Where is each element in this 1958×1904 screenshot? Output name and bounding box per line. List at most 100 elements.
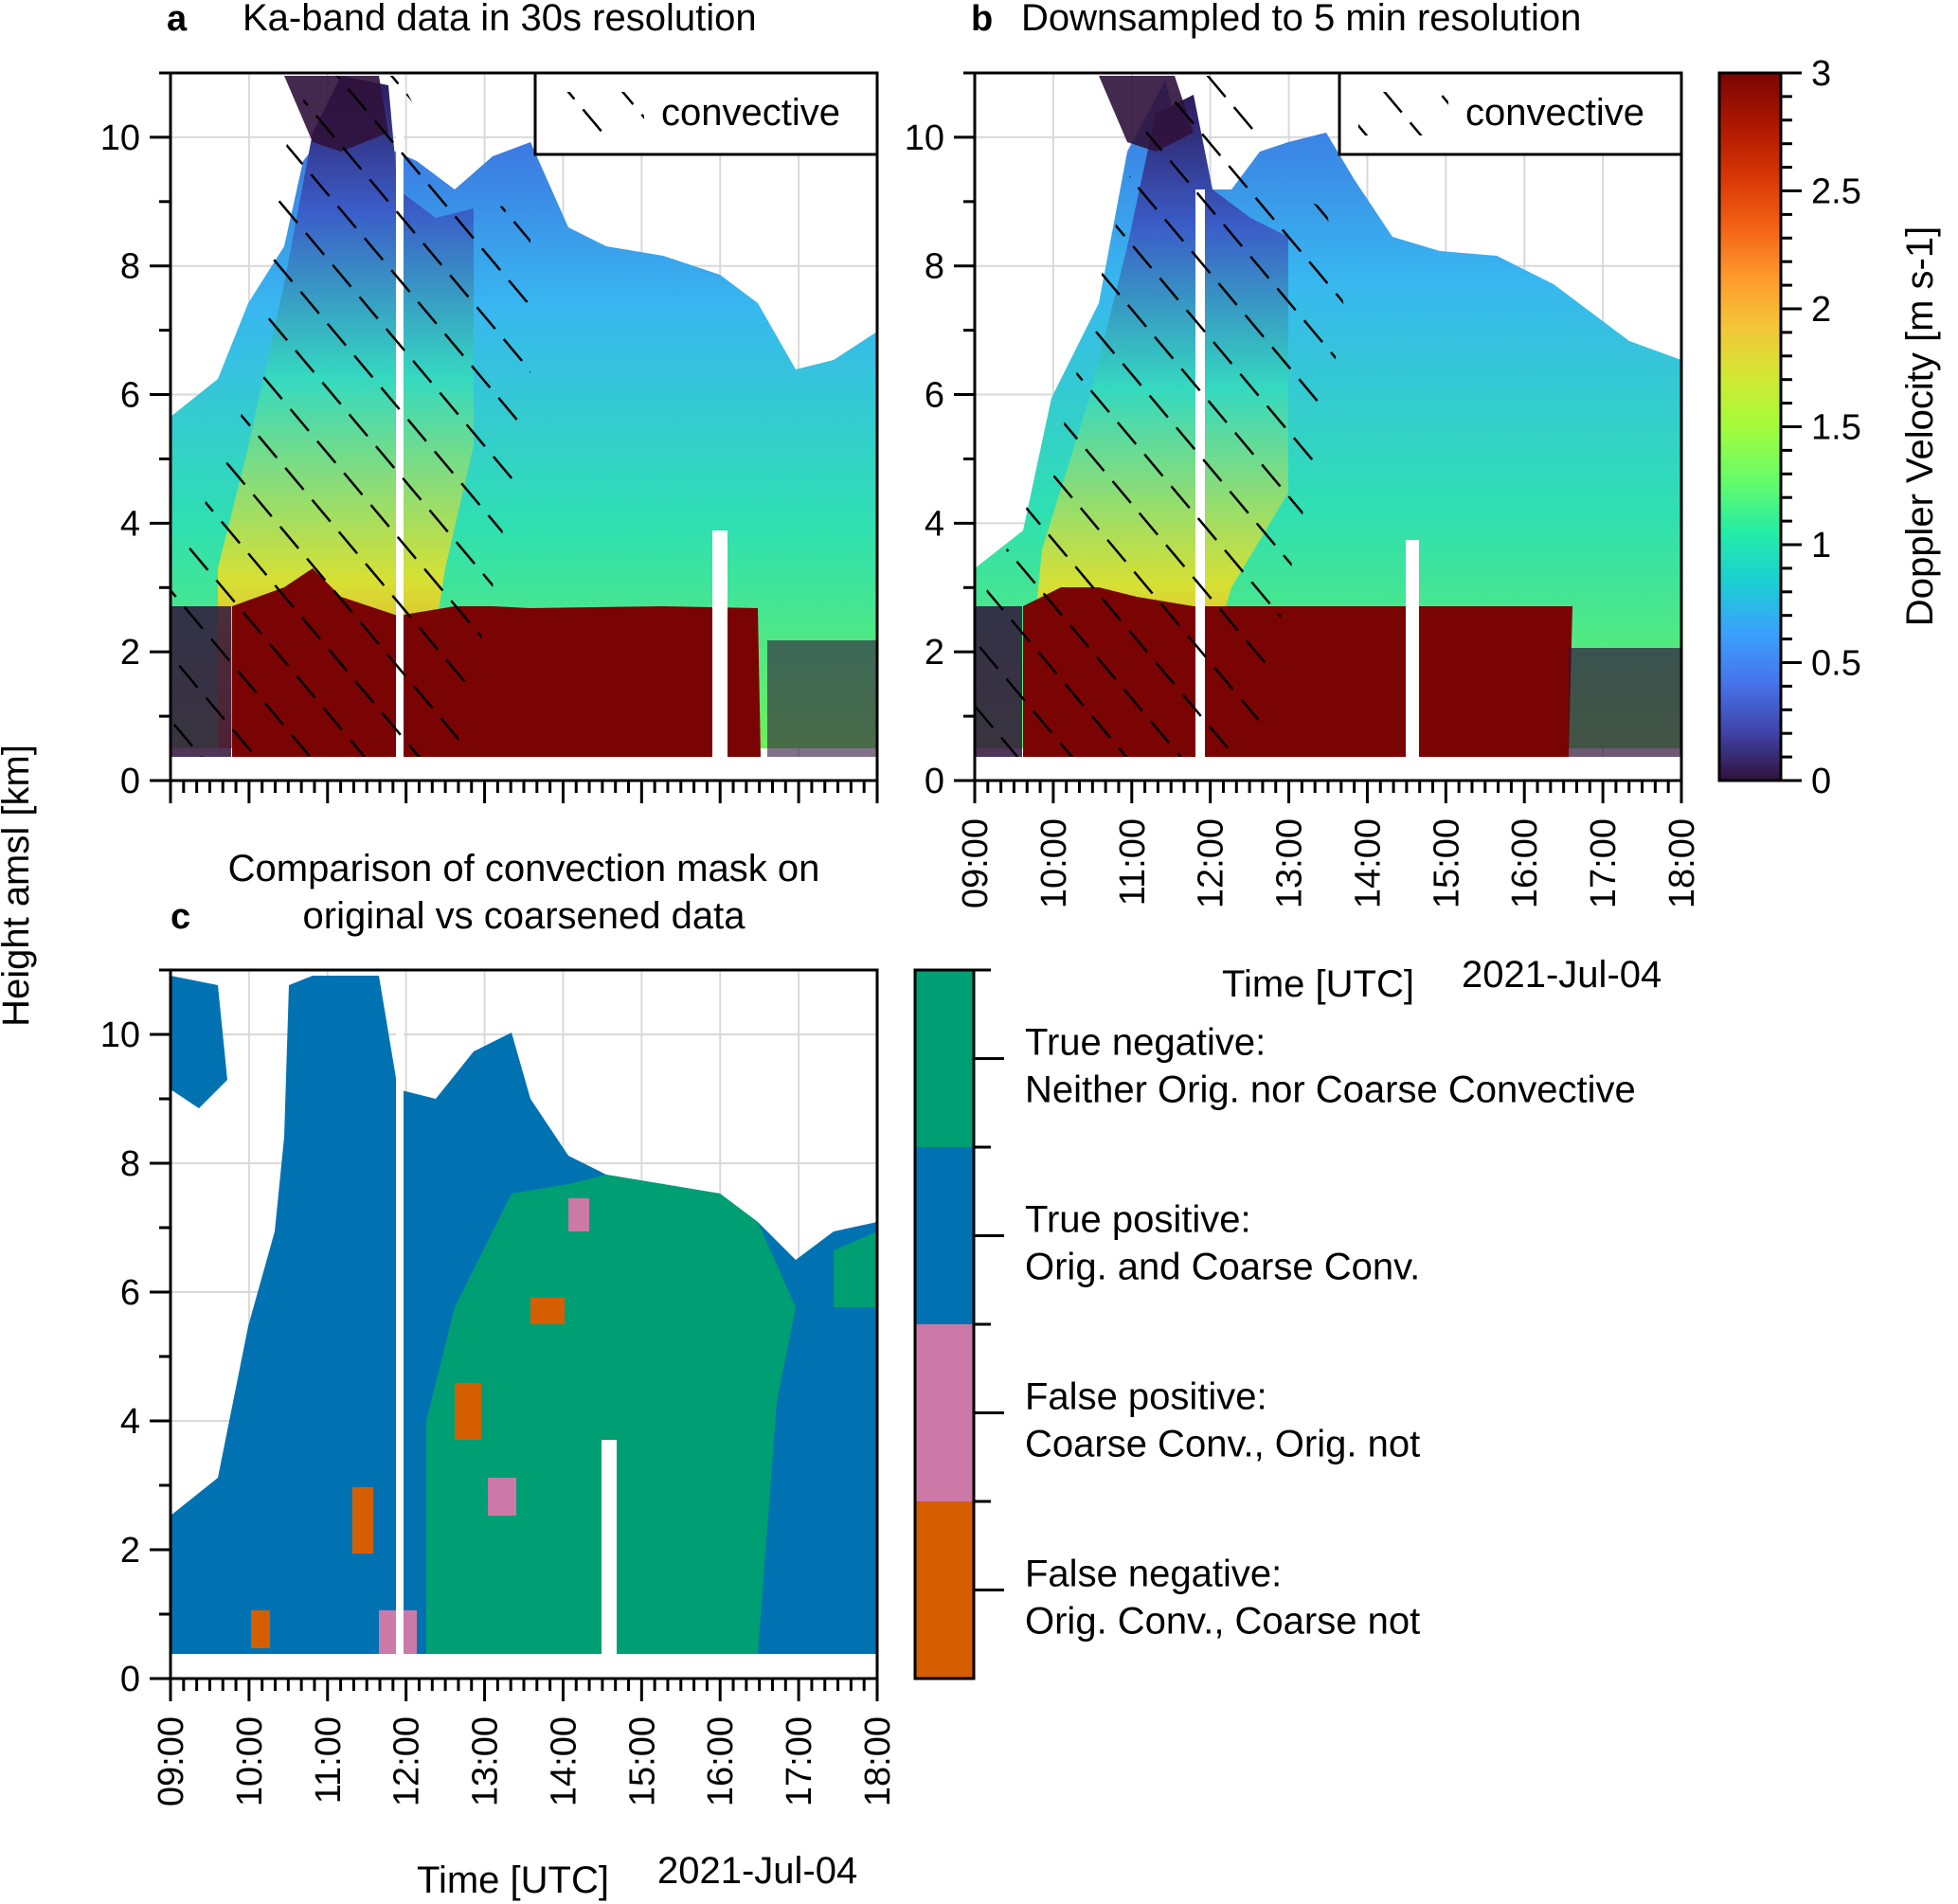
y-tick-label: 4 — [120, 504, 140, 544]
panel-c-false-positive-3 — [568, 1198, 589, 1231]
panel-c-title-line2: original vs coarsened data — [303, 895, 746, 937]
y-tick-label: 8 — [925, 247, 944, 287]
category-swatch — [915, 1147, 974, 1324]
panel-b-legend-label: convective — [1465, 92, 1644, 134]
y-tick-label: 10 — [905, 118, 944, 158]
panel-b-title: Downsampled to 5 min resolution — [1021, 0, 1581, 39]
panel-c-false-negative-2 — [455, 1383, 481, 1440]
x-tick-label: 10:00 — [230, 1716, 270, 1806]
colorbar-tick-label: 2 — [1811, 290, 1831, 330]
x-tick-label: 11:00 — [309, 1716, 349, 1804]
y-tick-label: 6 — [120, 1273, 140, 1313]
panel-b-plot — [975, 73, 1681, 757]
panel-b-gap-2 — [1406, 540, 1419, 757]
panel-a-plot — [171, 73, 877, 757]
panel-b-xlabel: Time [UTC] — [1222, 963, 1414, 1005]
panel-c-date: 2021-Jul-04 — [657, 1850, 857, 1892]
x-tick-label: 17:00 — [780, 1716, 819, 1806]
panel-b: b Downsampled to 5 min resolution convec… — [905, 0, 1702, 1005]
panel-b-y-axis: 0 2 4 6 8 10 — [905, 71, 975, 801]
x-tick-label: 16:00 — [701, 1716, 741, 1806]
x-tick-label: 13:00 — [1270, 818, 1310, 908]
category-desc: Orig. Conv., Coarse not — [1025, 1601, 1420, 1643]
colorbar-tick-label: 1.5 — [1811, 408, 1861, 448]
colorbar-label: Doppler Velocity [m s-1] — [1899, 226, 1941, 626]
y-tick-label: 4 — [925, 504, 944, 544]
x-tick-label: 15:00 — [1427, 818, 1466, 908]
x-tick-label: 12:00 — [1192, 818, 1231, 908]
panel-c-below-data — [171, 1654, 877, 1679]
category-name: False positive: — [1025, 1376, 1267, 1418]
colorbar-tick-label: 0 — [1811, 762, 1831, 801]
x-tick-label: 11:00 — [1113, 818, 1153, 906]
panel-a-legend: convective — [533, 71, 879, 156]
panel-a-letter: a — [167, 0, 188, 39]
colorbar-tick-label: 2.5 — [1811, 172, 1861, 212]
y-tick-label: 6 — [925, 376, 944, 416]
panel-c-gap-1 — [396, 970, 404, 1654]
y-tick-label: 10 — [100, 1015, 140, 1055]
panel-a-gap-2 — [712, 530, 728, 757]
x-tick-label: 14:00 — [544, 1716, 584, 1806]
colorbar-ticks: 0 0.5 1 1.5 2 2.5 3 — [1781, 54, 1861, 801]
x-tick-label: 14:00 — [1348, 818, 1388, 908]
panel-c-true-negative-right — [834, 1231, 877, 1307]
panel-c-false-negative-1 — [530, 1298, 565, 1324]
x-tick-label: 12:00 — [387, 1716, 427, 1806]
panel-c-true-negative — [426, 1175, 796, 1654]
category-swatch — [915, 970, 974, 1147]
colorbar: 0 0.5 1 1.5 2 2.5 3 Doppler Velocity [m s-1] — [1717, 54, 1941, 801]
y-tick-label: 10 — [100, 118, 140, 158]
y-tick-label: 2 — [120, 633, 140, 673]
x-tick-label: 09:00 — [956, 818, 996, 908]
category-swatch — [915, 1501, 974, 1679]
category-desc: Coarse Conv., Orig. not — [1025, 1424, 1420, 1465]
y-tick-label: 2 — [925, 633, 944, 673]
y-tick-label: 6 — [120, 376, 140, 416]
category-desc: Neither Orig. nor Coarse Convective — [1025, 1069, 1636, 1111]
panel-b-hatch — [975, 76, 1345, 757]
panel-b-legend: convective — [1338, 71, 1683, 156]
colorbar-tick-label: 3 — [1811, 54, 1831, 94]
panel-c-false-negative-4 — [251, 1610, 270, 1648]
category-legend-frame — [913, 968, 976, 1680]
panel-b-lowcloud-right — [1569, 648, 1681, 757]
panel-c-x-axis: 09:00 10:00 11:00 12:00 13:00 14:00 15:00 16:00… — [152, 1679, 898, 1806]
panel-a-legend-swatch — [554, 92, 644, 135]
panel-a: a Ka-band data in 30s resolution convect… — [100, 0, 879, 803]
x-tick-label: 15:00 — [622, 1716, 662, 1806]
x-tick-label: 18:00 — [858, 1716, 898, 1806]
y-tick-label: 2 — [120, 1531, 140, 1571]
panel-c-true-positive-top — [171, 976, 227, 1108]
y-tick-label: 8 — [120, 1144, 140, 1184]
panel-c: Comparison of convection mask on origina… — [100, 848, 898, 1901]
panel-a-y-axis: 0 2 4 6 8 10 — [100, 71, 171, 801]
panel-b-legend-swatch — [1358, 92, 1448, 135]
panel-c-letter: c — [171, 897, 190, 937]
y-tick-label: 4 — [120, 1402, 140, 1442]
x-tick-label: 18:00 — [1662, 818, 1702, 908]
panel-a-lowcloud-right — [767, 640, 877, 757]
x-tick-label: 10:00 — [1034, 818, 1074, 908]
colorbar-tick-label: 0.5 — [1811, 644, 1861, 684]
category-name: True negative: — [1025, 1022, 1266, 1064]
category-desc: Orig. and Coarse Conv. — [1025, 1247, 1420, 1288]
panel-a-title: Ka-band data in 30s resolution — [243, 0, 757, 39]
category-swatch — [915, 1324, 974, 1501]
y-tick-label: 0 — [925, 762, 944, 801]
category-name: False negative: — [1025, 1554, 1282, 1595]
panel-b-letter: b — [971, 0, 993, 39]
category-legend: True negative: Neither Orig. nor Coarse C… — [913, 968, 1636, 1680]
x-tick-label: 16:00 — [1505, 818, 1545, 908]
panel-c-xlabel: Time [UTC] — [417, 1859, 609, 1901]
panel-c-gap-2 — [602, 1440, 617, 1654]
x-tick-label: 17:00 — [1584, 818, 1624, 908]
x-tick-label: 09:00 — [152, 1716, 191, 1806]
panel-b-x-axis: 09:00 10:00 11:00 12:00 13:00 14:00 15:00 16:00… — [956, 781, 1702, 908]
panel-c-y-axis: 0 2 4 6 8 10 — [100, 968, 171, 1699]
panel-c-title-line1: Comparison of convection mask on — [228, 848, 820, 889]
panel-c-false-negative-3 — [352, 1487, 373, 1554]
panel-c-plot — [171, 970, 877, 1679]
category-name: True positive: — [1025, 1199, 1251, 1241]
